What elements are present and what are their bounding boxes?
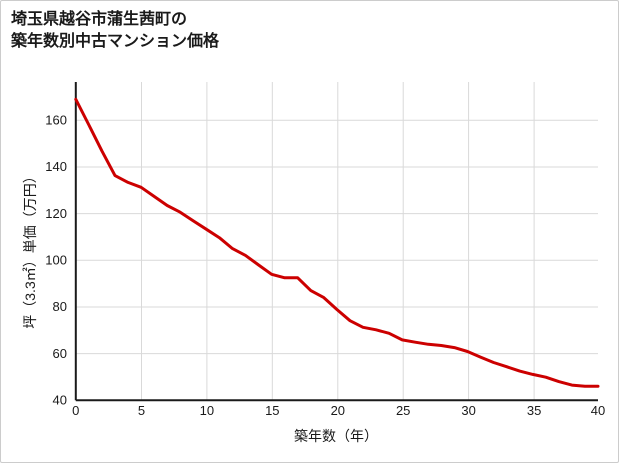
svg-text:80: 80 — [53, 299, 67, 314]
svg-text:60: 60 — [53, 346, 67, 361]
svg-text:120: 120 — [45, 206, 67, 221]
svg-text:40: 40 — [53, 393, 67, 408]
svg-text:160: 160 — [45, 113, 67, 128]
svg-text:10: 10 — [200, 403, 214, 418]
svg-text:100: 100 — [45, 253, 67, 268]
svg-text:築年数（年）: 築年数（年） — [294, 428, 378, 444]
svg-text:140: 140 — [45, 159, 67, 174]
svg-text:40: 40 — [591, 403, 605, 418]
svg-text:15: 15 — [265, 403, 279, 418]
svg-text:0: 0 — [72, 403, 79, 418]
svg-text:5: 5 — [138, 403, 145, 418]
svg-text:20: 20 — [331, 403, 345, 418]
svg-text:30: 30 — [461, 403, 475, 418]
svg-text:35: 35 — [527, 403, 541, 418]
svg-text:25: 25 — [396, 403, 410, 418]
